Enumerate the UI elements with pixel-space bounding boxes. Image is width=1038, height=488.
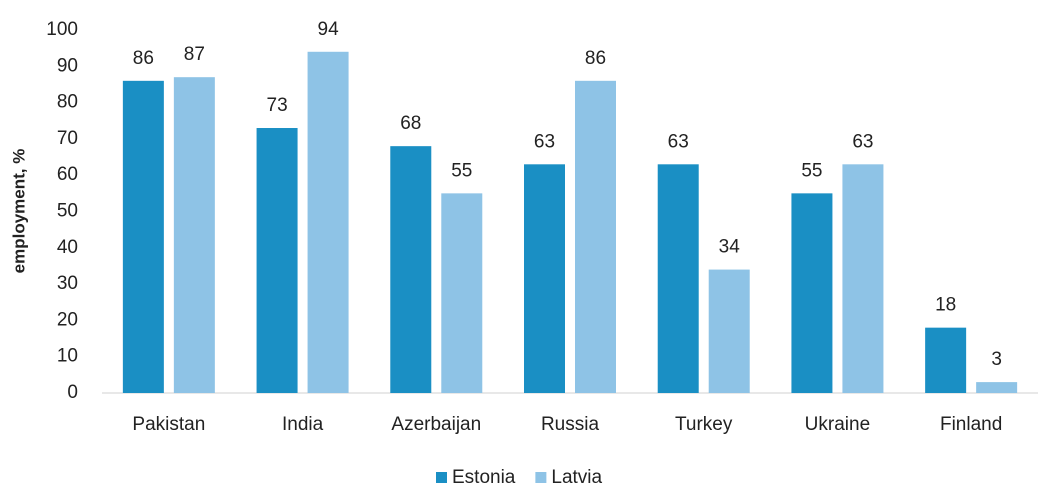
bar [657, 164, 699, 393]
y-tick-label: 50 [57, 201, 78, 222]
data-label: 34 [719, 237, 741, 258]
data-label: 94 [318, 19, 340, 40]
y-tick-label: 30 [57, 273, 78, 294]
data-label: 18 [935, 295, 956, 316]
data-label: 63 [852, 131, 873, 152]
y-tick-label: 60 [57, 164, 78, 185]
data-label: 86 [585, 48, 606, 69]
bar [390, 146, 432, 393]
y-tick-label: 10 [57, 346, 78, 367]
bar [122, 80, 164, 393]
x-tick-label: Pakistan [132, 414, 205, 435]
bar [441, 193, 483, 393]
legend-swatch [535, 472, 547, 483]
data-label: 55 [801, 160, 822, 181]
bar [173, 77, 215, 393]
x-tick-label: Turkey [675, 414, 733, 435]
bar [976, 382, 1018, 393]
data-label: 3 [991, 349, 1002, 370]
bar [256, 128, 298, 393]
x-tick-label: Finland [940, 414, 1002, 435]
x-tick-label: Russia [541, 414, 600, 435]
legend-label: Latvia [551, 467, 602, 488]
bar [925, 327, 967, 393]
legend-label: Estonia [452, 467, 516, 488]
y-tick-label: 20 [57, 309, 78, 330]
bar [842, 164, 884, 393]
data-label: 86 [133, 48, 154, 69]
bar [307, 51, 349, 393]
data-label: 73 [267, 95, 288, 116]
data-label: 63 [668, 131, 689, 152]
bar [708, 269, 750, 393]
x-tick-label: Azerbaijan [391, 414, 481, 435]
y-tick-label: 0 [67, 382, 78, 403]
y-tick-label: 90 [57, 55, 78, 76]
data-label: 55 [451, 160, 472, 181]
x-tick-label: Ukraine [805, 414, 870, 435]
bar [524, 164, 565, 393]
y-tick-label: 70 [57, 128, 78, 149]
y-tick-label: 40 [57, 237, 78, 258]
y-axis-title: employment, % [9, 149, 28, 274]
bar [791, 193, 833, 393]
data-label: 68 [400, 113, 421, 134]
y-tick-label: 100 [46, 19, 78, 40]
x-tick-label: India [282, 414, 324, 435]
y-tick-label: 80 [57, 92, 78, 113]
bar [575, 80, 616, 393]
data-label: 63 [534, 131, 555, 152]
data-label: 87 [184, 44, 205, 65]
legend-swatch [436, 472, 447, 483]
